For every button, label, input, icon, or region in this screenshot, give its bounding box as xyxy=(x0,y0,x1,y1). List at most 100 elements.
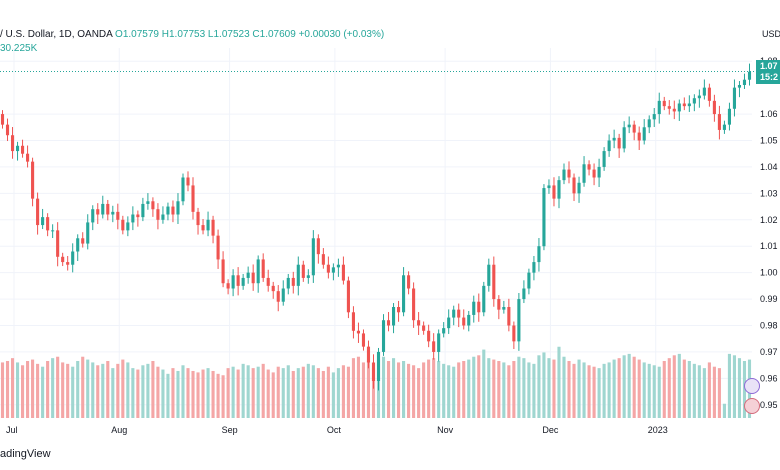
volume-bar xyxy=(677,353,681,418)
volume-bar xyxy=(10,358,15,418)
candle-body xyxy=(677,103,681,112)
volume-bar xyxy=(497,361,501,418)
x-tick-label: Sep xyxy=(222,425,238,435)
volume-bar xyxy=(316,368,320,418)
footer-bar xyxy=(0,440,780,470)
volume-bar xyxy=(26,361,30,418)
volume-bar xyxy=(346,366,350,418)
candle-body xyxy=(131,214,135,223)
volume-bar xyxy=(632,356,636,418)
candle-body xyxy=(151,201,155,210)
candle-body xyxy=(71,251,75,265)
volume-bar xyxy=(101,363,105,418)
candle-body xyxy=(361,333,366,347)
volume-bar xyxy=(111,368,115,418)
volume-bar xyxy=(15,362,20,418)
volume-bar xyxy=(361,362,366,418)
volume-bar xyxy=(417,368,421,418)
volume-bar xyxy=(271,372,275,418)
volume-bar xyxy=(291,370,295,418)
alert-icon[interactable] xyxy=(744,378,760,394)
volume-bar xyxy=(532,363,536,418)
volume-bar xyxy=(707,362,711,418)
time-axis[interactable]: Jul Aug Sep Oct Nov Dec 2023 xyxy=(6,425,668,435)
volume-bar xyxy=(356,356,361,418)
volume-bar xyxy=(91,362,95,418)
volume-bar xyxy=(582,362,586,418)
volume-bar xyxy=(226,368,230,418)
volume-bar xyxy=(306,363,310,418)
candle-body xyxy=(281,288,285,302)
volume-bar xyxy=(256,366,260,418)
candle-body xyxy=(176,201,180,215)
volume-bar xyxy=(276,366,280,418)
volume-bar xyxy=(156,366,160,418)
candle-body xyxy=(271,285,275,292)
candle-body xyxy=(226,283,230,289)
candle-body xyxy=(206,219,210,231)
volume-bar xyxy=(647,363,651,418)
volume-bar xyxy=(341,365,345,418)
candle-body xyxy=(712,100,716,115)
volume-bar xyxy=(592,366,596,418)
candle-body xyxy=(732,87,737,109)
candle-body xyxy=(552,185,556,199)
candle-body xyxy=(447,317,451,329)
candle-body xyxy=(637,132,641,141)
change-value: +0.00030 (+0.03%) xyxy=(298,29,385,40)
x-tick-label: Jul xyxy=(6,425,18,435)
volume-bar xyxy=(672,355,676,418)
volume-bar xyxy=(432,358,436,418)
volume-bar xyxy=(106,361,110,418)
volume-bar xyxy=(191,370,195,418)
bar-countdown: 15:2 xyxy=(760,72,779,82)
tradingview-logo: adingView xyxy=(0,448,51,460)
candle-body xyxy=(492,264,496,300)
candle-body xyxy=(592,169,596,178)
candle-body xyxy=(311,238,315,276)
candle-body xyxy=(507,307,511,326)
x-tick-label: 2023 xyxy=(648,425,668,435)
candle-body xyxy=(346,280,350,313)
volume-bar xyxy=(366,361,371,418)
volume-bar xyxy=(552,359,556,418)
price-axis[interactable]: 1.081.061.051.041.031.021.011.000.990.98… xyxy=(760,56,778,410)
volume-bar xyxy=(76,361,80,418)
candle-body xyxy=(386,320,391,326)
volume-bar xyxy=(482,349,486,418)
candle-body xyxy=(171,206,175,215)
y-tick-label: 1.01 xyxy=(760,241,778,251)
candle-body xyxy=(31,161,35,199)
candle-body xyxy=(547,185,551,189)
volume-bar xyxy=(261,363,265,418)
volume-bar xyxy=(121,359,125,418)
candle-body xyxy=(276,291,280,302)
volume-bar xyxy=(136,369,140,418)
volume-bar xyxy=(126,362,130,418)
volume-bar xyxy=(321,370,325,418)
volume-bar xyxy=(597,368,601,418)
candle-body xyxy=(627,124,631,128)
currency-label: USD xyxy=(762,29,780,39)
candle-body xyxy=(201,225,205,231)
candle-body xyxy=(341,264,345,281)
candle-body xyxy=(652,114,656,120)
x-tick-label: Dec xyxy=(542,425,559,435)
candle-body xyxy=(442,328,446,334)
candle-body xyxy=(256,259,260,284)
candle-body xyxy=(251,272,255,284)
candle-body xyxy=(136,214,140,218)
candle-body xyxy=(121,219,125,231)
volume-bar xyxy=(381,356,386,418)
candle-body xyxy=(657,100,661,115)
volume-bar xyxy=(41,366,45,418)
volume-bar xyxy=(176,370,180,418)
candle-body xyxy=(146,201,150,204)
volume-bar xyxy=(397,362,401,418)
candle-body xyxy=(15,145,20,152)
volume-bar xyxy=(5,361,10,418)
candle-body xyxy=(261,259,265,278)
volume-bar xyxy=(221,375,225,418)
flag-icon[interactable] xyxy=(744,398,760,414)
